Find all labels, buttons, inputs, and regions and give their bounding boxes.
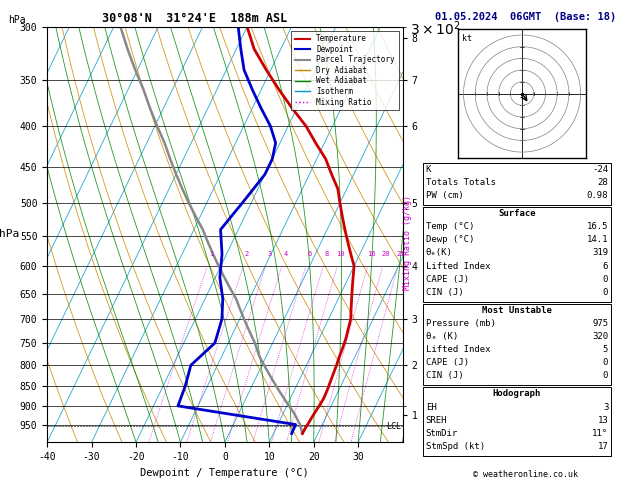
Text: 14.1: 14.1 (587, 235, 608, 244)
Text: 11°: 11° (592, 429, 608, 438)
Text: 2: 2 (245, 251, 249, 257)
Text: 6: 6 (603, 261, 608, 271)
Text: SREH: SREH (426, 416, 447, 425)
Text: 17: 17 (598, 442, 608, 451)
Text: CAPE (J): CAPE (J) (426, 358, 469, 367)
Text: 1: 1 (209, 251, 213, 257)
Text: 975: 975 (592, 319, 608, 328)
X-axis label: Dewpoint / Temperature (°C): Dewpoint / Temperature (°C) (140, 468, 309, 478)
Text: 01.05.2024  06GMT  (Base: 18): 01.05.2024 06GMT (Base: 18) (435, 12, 616, 22)
Text: 320: 320 (592, 332, 608, 341)
Text: 8: 8 (325, 251, 329, 257)
Text: θₑ(K): θₑ(K) (426, 248, 453, 258)
Text: CIN (J): CIN (J) (426, 288, 464, 297)
Text: 0: 0 (603, 275, 608, 284)
Text: 3: 3 (603, 402, 608, 412)
Text: Lifted Index: Lifted Index (426, 345, 491, 354)
Text: 5: 5 (603, 345, 608, 354)
Text: hPa: hPa (8, 15, 26, 25)
Text: 28: 28 (598, 178, 608, 187)
Text: 13: 13 (598, 416, 608, 425)
Text: EH: EH (426, 402, 437, 412)
Text: 20: 20 (382, 251, 390, 257)
Text: Hodograph: Hodograph (493, 389, 541, 399)
Text: 0: 0 (603, 288, 608, 297)
Text: 319: 319 (592, 248, 608, 258)
Text: Temp (°C): Temp (°C) (426, 222, 474, 231)
Text: 25: 25 (397, 251, 406, 257)
Text: Surface: Surface (498, 209, 536, 218)
Text: StmDir: StmDir (426, 429, 458, 438)
Text: 0.98: 0.98 (587, 191, 608, 200)
Text: Dewp (°C): Dewp (°C) (426, 235, 474, 244)
Text: Most Unstable: Most Unstable (482, 306, 552, 315)
Text: StmSpd (kt): StmSpd (kt) (426, 442, 485, 451)
Text: 16: 16 (367, 251, 376, 257)
Text: 6: 6 (307, 251, 311, 257)
Y-axis label: hPa: hPa (0, 229, 19, 240)
Text: -24: -24 (592, 165, 608, 174)
Legend: Temperature, Dewpoint, Parcel Trajectory, Dry Adiabat, Wet Adiabat, Isotherm, Mi: Temperature, Dewpoint, Parcel Trajectory… (291, 31, 399, 110)
Text: LCL: LCL (386, 422, 401, 431)
Text: Lifted Index: Lifted Index (426, 261, 491, 271)
Y-axis label: km
ASL: km ASL (477, 224, 495, 245)
Text: Pressure (mb): Pressure (mb) (426, 319, 496, 328)
Text: PW (cm): PW (cm) (426, 191, 464, 200)
Text: K: K (426, 165, 431, 174)
Text: Mixing Ratio (g/kg): Mixing Ratio (g/kg) (403, 195, 412, 291)
Text: CIN (J): CIN (J) (426, 371, 464, 381)
Text: kt: kt (462, 35, 472, 43)
Text: 10: 10 (337, 251, 345, 257)
Text: 16.5: 16.5 (587, 222, 608, 231)
Text: CAPE (J): CAPE (J) (426, 275, 469, 284)
Text: 30°08'N  31°24'E  188m ASL: 30°08'N 31°24'E 188m ASL (103, 12, 287, 25)
Text: 0: 0 (603, 358, 608, 367)
Text: 4: 4 (284, 251, 287, 257)
Text: © weatheronline.co.uk: © weatheronline.co.uk (473, 470, 577, 479)
Text: 3: 3 (267, 251, 271, 257)
Text: Totals Totals: Totals Totals (426, 178, 496, 187)
Text: θₑ (K): θₑ (K) (426, 332, 458, 341)
Text: 0: 0 (603, 371, 608, 381)
